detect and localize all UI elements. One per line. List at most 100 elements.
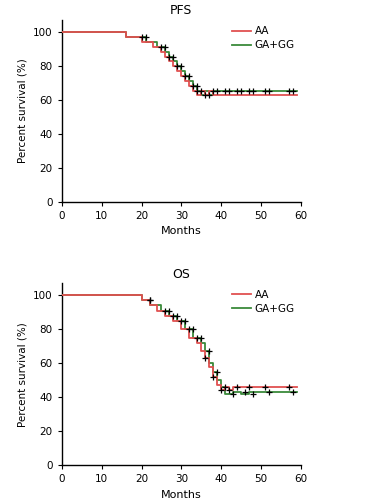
AA <box>139 39 144 45</box>
GA+GG <box>203 92 208 98</box>
AA <box>159 44 164 50</box>
AA <box>191 88 196 94</box>
AA <box>207 88 212 94</box>
GA+GG <box>223 384 228 390</box>
AA <box>219 388 223 394</box>
GA+GG <box>195 88 200 94</box>
AA <box>175 63 180 69</box>
AA <box>139 298 144 304</box>
AA <box>179 73 184 79</box>
Title: PFS: PFS <box>170 4 193 18</box>
GA+GG <box>203 88 208 94</box>
GA+GG <box>147 298 152 304</box>
Legend: AA, GA+GG: AA, GA+GG <box>231 25 296 52</box>
AA <box>183 73 188 79</box>
GA+GG <box>163 44 168 50</box>
Title: OS: OS <box>173 268 190 281</box>
AA <box>155 308 160 314</box>
GA+GG <box>147 302 152 308</box>
AA <box>171 312 176 318</box>
AA <box>59 29 64 35</box>
GA+GG <box>199 88 204 94</box>
GA+GG <box>195 83 200 89</box>
AA <box>207 364 212 370</box>
AA <box>139 34 144 40</box>
AA <box>179 326 184 332</box>
AA <box>167 58 172 64</box>
GA+GG <box>199 92 204 98</box>
GA+GG <box>199 334 204 340</box>
GA+GG <box>223 390 228 396</box>
GA+GG <box>179 68 184 74</box>
GA+GG <box>207 92 212 98</box>
GA+GG <box>179 63 184 69</box>
AA <box>195 88 200 94</box>
AA <box>199 92 204 98</box>
GA+GG <box>215 368 220 374</box>
AA <box>215 374 220 380</box>
AA <box>163 54 168 60</box>
GA+GG <box>163 50 168 56</box>
GA+GG <box>167 50 172 56</box>
GA+GG <box>175 312 180 318</box>
AA <box>207 355 212 361</box>
GA+GG <box>171 54 176 60</box>
GA+GG <box>187 73 192 79</box>
AA <box>211 364 216 370</box>
AA <box>163 312 168 318</box>
GA+GG <box>247 390 252 396</box>
GA+GG <box>295 88 300 94</box>
AA <box>123 34 128 40</box>
GA+GG <box>207 348 212 354</box>
AA <box>179 68 184 74</box>
GA+GG <box>211 88 216 94</box>
AA <box>179 318 184 324</box>
AA <box>211 92 216 98</box>
GA+GG <box>211 368 216 374</box>
AA <box>211 374 216 380</box>
AA <box>171 63 176 69</box>
GA+GG <box>191 78 196 84</box>
GA+GG <box>123 34 128 40</box>
AA <box>183 78 188 84</box>
GA+GG <box>143 34 148 40</box>
AA <box>295 92 300 98</box>
GA+GG <box>155 39 160 45</box>
GA+GG <box>219 377 223 383</box>
GA+GG <box>139 298 144 304</box>
AA <box>187 334 192 340</box>
GA+GG <box>211 360 216 366</box>
AA <box>223 388 228 394</box>
AA <box>231 384 235 390</box>
GA+GG <box>203 348 208 354</box>
AA <box>203 355 208 361</box>
Legend: AA, GA+GG: AA, GA+GG <box>231 288 296 315</box>
AA <box>147 298 152 304</box>
AA <box>207 92 212 98</box>
Y-axis label: Percent survival (%): Percent survival (%) <box>17 58 27 163</box>
GA+GG <box>207 88 212 94</box>
Line: GA+GG: GA+GG <box>62 295 297 394</box>
GA+GG <box>123 29 128 35</box>
GA+GG <box>167 312 172 318</box>
GA+GG <box>175 63 180 69</box>
AA <box>191 83 196 89</box>
AA <box>187 83 192 89</box>
GA+GG <box>59 292 64 298</box>
AA <box>195 334 200 340</box>
AA <box>151 39 156 45</box>
Y-axis label: Percent survival (%): Percent survival (%) <box>17 322 27 426</box>
GA+GG <box>159 308 164 314</box>
GA+GG <box>183 326 188 332</box>
AA <box>163 308 168 314</box>
AA <box>203 348 208 354</box>
GA+GG <box>191 334 196 340</box>
Line: AA: AA <box>62 295 297 390</box>
GA+GG <box>239 389 244 395</box>
GA+GG <box>175 58 180 64</box>
AA <box>227 384 232 390</box>
AA <box>203 92 208 98</box>
GA+GG <box>199 340 204 346</box>
AA <box>159 50 164 56</box>
Line: AA: AA <box>62 32 297 94</box>
